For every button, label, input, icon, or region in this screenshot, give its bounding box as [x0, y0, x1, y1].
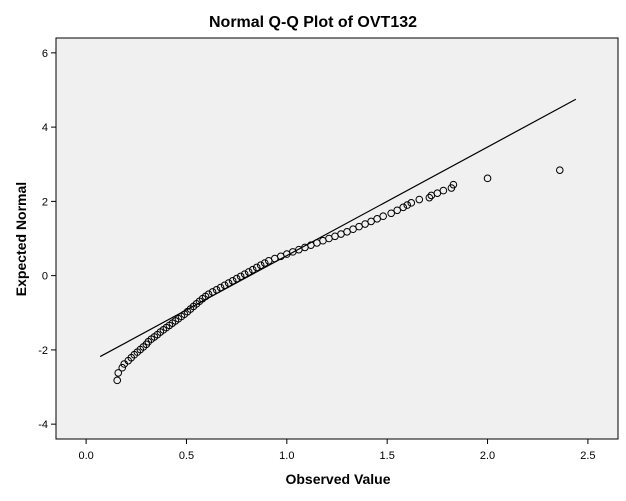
x-tick-label: 0.0 [78, 450, 93, 462]
data-point [220, 281, 229, 290]
y-tick-label: -2 [38, 345, 48, 357]
x-axis-ticks: 0.0 0.5 1.0 1.5 2.0 2.5 [78, 439, 596, 462]
data-point [256, 261, 265, 270]
data-point [244, 268, 253, 276]
data-point [407, 199, 416, 207]
data-point [212, 285, 221, 294]
data-point [118, 363, 127, 372]
data-point [240, 270, 249, 278]
data-point [399, 203, 408, 212]
data-point [449, 180, 458, 189]
data-point [260, 259, 269, 267]
data-point [387, 209, 395, 218]
y-axis-label: Expected Normal [13, 182, 29, 296]
y-tick-label: 2 [42, 196, 48, 208]
y-tick-label: -4 [38, 419, 48, 431]
data-point [228, 277, 237, 285]
data-point [252, 263, 261, 272]
data-point [483, 174, 492, 183]
data-point [216, 283, 225, 292]
y-tick-label: 0 [42, 271, 48, 283]
data-point [425, 193, 434, 202]
data-point [208, 288, 217, 296]
data-point [393, 206, 402, 215]
data-point [236, 272, 245, 281]
data-point [555, 166, 564, 174]
x-tick-label: 2.5 [580, 450, 595, 462]
data-point [113, 376, 122, 385]
data-point [248, 265, 257, 274]
data-point [415, 195, 424, 204]
x-tick-label: 2.0 [480, 450, 495, 462]
data-point [114, 369, 123, 377]
y-tick-label: 4 [42, 122, 48, 134]
y-tick-label: 6 [42, 48, 48, 60]
data-point [204, 290, 213, 298]
x-tick-label: 0.5 [179, 450, 194, 462]
data-point [439, 186, 448, 195]
x-tick-label: 1.5 [380, 450, 395, 462]
x-tick-label: 1.0 [279, 450, 294, 462]
data-point [224, 279, 233, 287]
data-point [403, 201, 412, 209]
chart-title: Normal Q-Q Plot of OVT132 [209, 14, 417, 31]
x-axis-label: Observed Value [285, 471, 390, 487]
data-point [379, 212, 387, 221]
data-point [232, 274, 241, 283]
y-axis-ticks: 6 4 2 0 -2 -4 [38, 48, 56, 431]
data-point [142, 340, 151, 349]
data-points [113, 166, 564, 385]
